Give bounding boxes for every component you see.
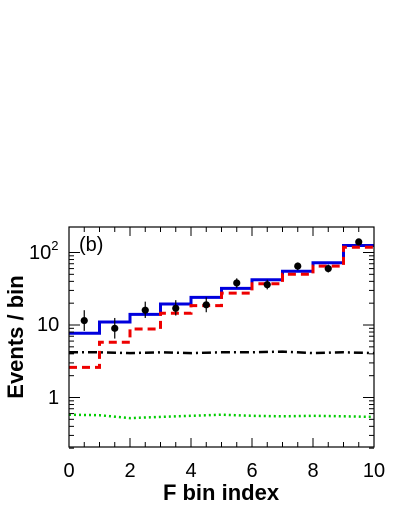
x-tick-label-4: 4 xyxy=(185,460,196,482)
y-tick-100-exp: 2 xyxy=(51,238,58,253)
plot-area xyxy=(69,238,374,420)
y-tick-label-10: 10 xyxy=(37,314,59,336)
y-tick-labels: 102 10 1 xyxy=(29,238,59,409)
series-line-dotted xyxy=(69,413,374,420)
y-tick-100-base: 10 xyxy=(29,242,51,264)
y-tick-label-1: 1 xyxy=(48,387,59,409)
data-point-7 xyxy=(294,262,302,270)
data-point-5 xyxy=(233,279,241,287)
data-point-0 xyxy=(80,316,88,325)
data-point-4 xyxy=(202,301,210,309)
y-tick-label-100: 102 xyxy=(29,238,58,264)
x-tick-label-6: 6 xyxy=(246,460,257,482)
series-line-dashdot xyxy=(69,350,374,355)
x-axis-title: F bin index xyxy=(163,480,280,505)
x-tick-label-10: 10 xyxy=(363,460,385,482)
panel-label: (b) xyxy=(79,234,103,256)
y-axis-title: Events / bin xyxy=(3,275,28,398)
data-point-3 xyxy=(172,304,180,312)
data-point-1 xyxy=(111,324,119,332)
x-tick-label-8: 8 xyxy=(307,460,318,482)
data-point-2 xyxy=(141,306,149,314)
x-tick-label-2: 2 xyxy=(124,460,135,482)
x-tick-label-0: 0 xyxy=(63,460,74,482)
axes xyxy=(68,226,375,449)
data-point-9 xyxy=(355,238,363,246)
data-point-6 xyxy=(263,281,271,289)
series-line-dashed xyxy=(69,245,374,369)
x-tick-labels: 0 2 4 6 8 10 xyxy=(63,460,385,482)
data-point-8 xyxy=(324,264,332,273)
